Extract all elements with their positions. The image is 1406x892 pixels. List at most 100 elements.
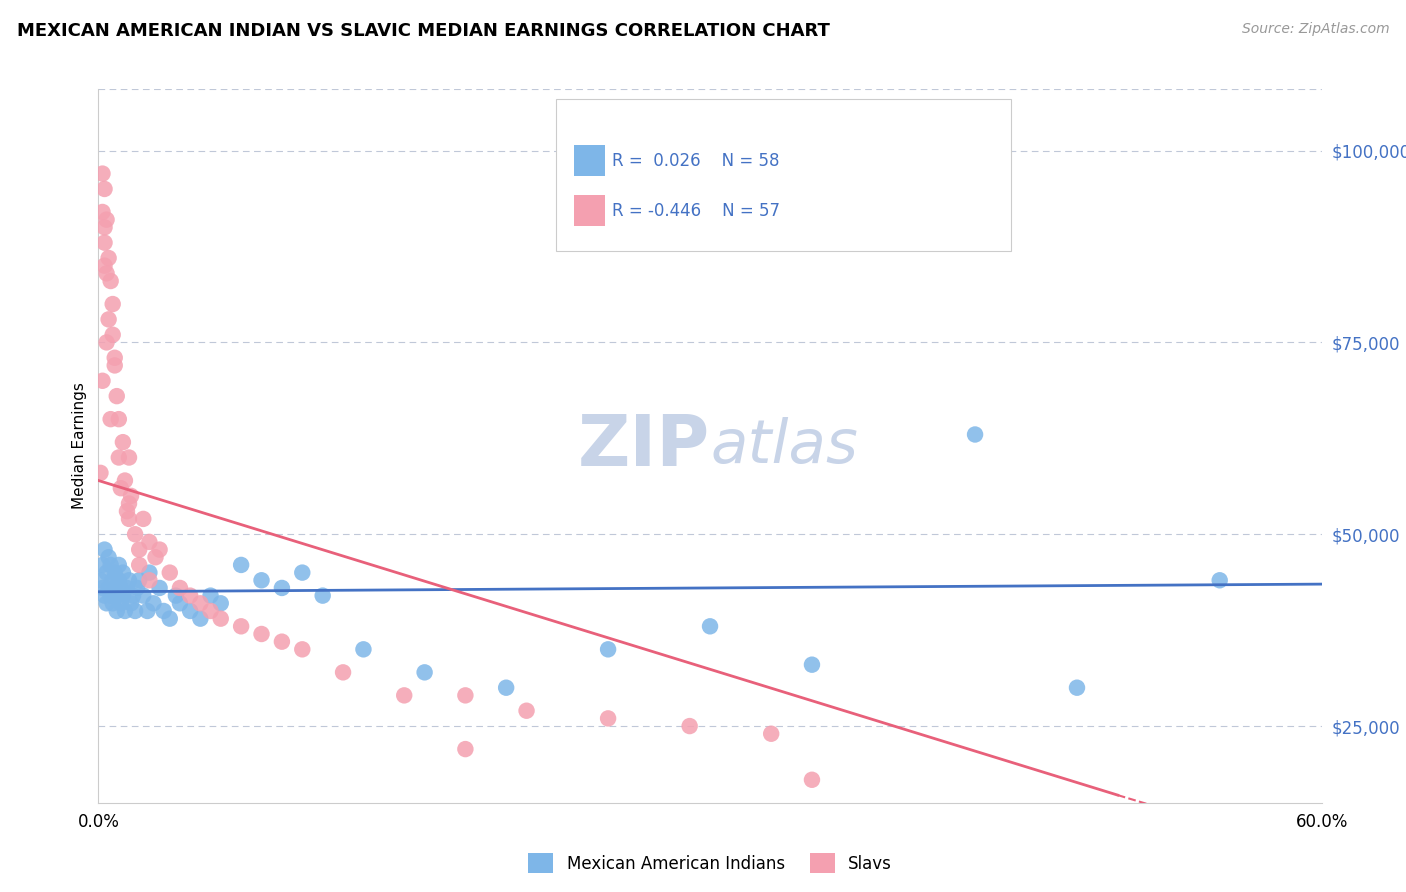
Point (149, 542, 172, 557)
Point (209, 612, 232, 626)
Text: atlas: atlas (710, 417, 858, 475)
Point (188, 596, 212, 610)
Point (965, 427, 987, 442)
Point (200, 589, 222, 603)
Point (145, 550, 167, 565)
Point (93, 220, 115, 235)
Point (598, 642, 620, 657)
Point (110, 596, 132, 610)
Point (96, 596, 118, 610)
Text: R = -0.446    N = 57: R = -0.446 N = 57 (613, 202, 780, 219)
Point (699, 619, 721, 633)
Legend: Mexican American Indians, Slavs: Mexican American Indians, Slavs (522, 847, 898, 880)
Point (111, 566, 134, 580)
Point (152, 604, 174, 618)
Point (96, 566, 118, 580)
Point (114, 604, 136, 618)
Point (132, 512, 155, 526)
Point (332, 665, 354, 680)
Point (91, 374, 114, 388)
Point (250, 574, 273, 588)
Point (115, 581, 138, 595)
Point (179, 604, 201, 618)
Point (91, 205, 114, 219)
Point (454, 689, 477, 703)
Point (120, 489, 142, 503)
Point (209, 596, 232, 610)
Point (108, 574, 131, 588)
Point (91, 167, 114, 181)
Point (118, 497, 141, 511)
Point (104, 351, 127, 365)
Point (188, 612, 212, 626)
Point (101, 596, 124, 610)
Point (97, 550, 120, 565)
Point (108, 450, 131, 465)
Point (761, 727, 783, 741)
Point (312, 589, 335, 603)
Point (128, 558, 150, 572)
Point (100, 412, 122, 426)
Point (124, 604, 146, 618)
Point (801, 772, 824, 787)
Point (91, 558, 114, 572)
Point (100, 589, 122, 603)
Point (231, 619, 253, 633)
Point (132, 589, 155, 603)
Point (159, 612, 181, 626)
Point (128, 542, 150, 557)
Point (114, 474, 136, 488)
Point (679, 719, 702, 733)
Point (97, 312, 120, 326)
Point (100, 558, 122, 572)
Point (200, 604, 222, 618)
Point (101, 297, 124, 311)
Point (104, 581, 127, 595)
Point (89, 466, 111, 480)
Point (291, 642, 314, 657)
Point (104, 566, 127, 580)
Point (101, 574, 124, 588)
Point (270, 581, 294, 595)
Point (128, 574, 150, 588)
Point (91, 581, 114, 595)
Point (454, 742, 477, 756)
Point (93, 182, 115, 196)
Point (89, 574, 111, 588)
Point (149, 581, 172, 595)
Point (93, 589, 115, 603)
Point (104, 359, 127, 373)
Point (270, 634, 294, 648)
Point (516, 704, 538, 718)
Point (96, 266, 118, 280)
Point (250, 627, 273, 641)
Point (93, 259, 115, 273)
Y-axis label: Median Earnings: Median Earnings (72, 383, 87, 509)
Point (118, 450, 141, 465)
Point (110, 481, 132, 495)
Point (1066, 681, 1088, 695)
Text: Source: ZipAtlas.com: Source: ZipAtlas.com (1241, 22, 1389, 37)
Point (801, 657, 824, 672)
Point (179, 589, 201, 603)
Point (165, 589, 187, 603)
Point (169, 596, 191, 610)
Point (93, 235, 115, 250)
Text: MEXICAN AMERICAN INDIAN VS SLAVIC MEDIAN EARNINGS CORRELATION CHART: MEXICAN AMERICAN INDIAN VS SLAVIC MEDIAN… (17, 22, 830, 40)
Point (97, 581, 120, 595)
Point (124, 527, 146, 541)
Point (111, 435, 134, 450)
Point (169, 581, 191, 595)
Point (108, 412, 131, 426)
Point (392, 689, 416, 703)
Point (100, 274, 122, 288)
Point (122, 589, 145, 603)
Point (138, 535, 160, 549)
Point (105, 389, 128, 403)
Point (118, 574, 141, 588)
Point (108, 558, 131, 572)
Point (105, 604, 128, 618)
Point (136, 604, 159, 618)
Point (231, 558, 253, 572)
Point (138, 566, 160, 580)
